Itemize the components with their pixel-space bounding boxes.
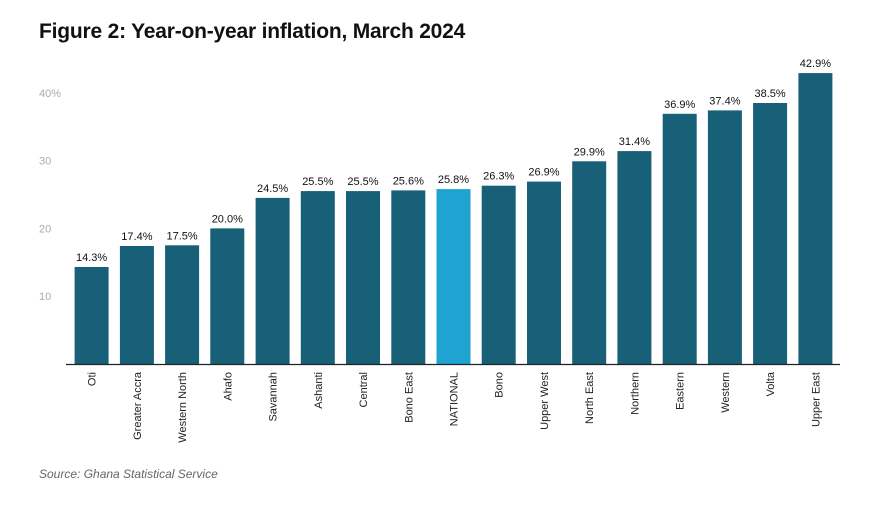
bar-oti: [74, 267, 109, 364]
y-tick-label: 20: [39, 223, 51, 235]
value-label: 36.9%: [664, 99, 695, 111]
value-label: 38.5%: [754, 88, 785, 100]
bar-upper-east: [798, 73, 833, 364]
category-label: Bono: [494, 372, 506, 398]
value-label: 17.4%: [121, 231, 152, 243]
category-labels: Oti Greater Accra Western North Ahafo Savann…: [87, 371, 823, 443]
value-label: 26.3%: [483, 171, 514, 183]
category-label: Greater Accra: [132, 371, 144, 440]
value-label: 17.5%: [166, 230, 197, 242]
category-label: Ahafo: [222, 372, 234, 401]
category-label: Savannah: [268, 372, 280, 422]
category-label: Oti: [87, 372, 99, 386]
value-label: 25.5%: [347, 176, 378, 188]
value-labels: 14.3% 17.4% 17.5% 20.0% 24.5% 25.5% 25.5% 25.6%…: [76, 58, 831, 264]
category-label: Volta: [765, 371, 777, 396]
value-label: 25.8%: [438, 174, 469, 186]
category-label: North East: [584, 372, 596, 424]
bar-bono: [481, 185, 516, 364]
bar-north-east: [572, 161, 607, 364]
bar-savannah: [255, 197, 290, 364]
bars: [74, 73, 833, 365]
bar-ashanti: [300, 191, 335, 364]
category-label: NATIONAL: [449, 372, 461, 426]
value-label: 24.5%: [257, 183, 288, 195]
value-label: 37.4%: [709, 95, 740, 107]
category-label: Western: [720, 372, 732, 413]
category-label: Western North: [177, 372, 189, 443]
bar-central: [346, 191, 380, 364]
value-label: 42.9%: [800, 58, 831, 70]
value-label: 29.9%: [574, 146, 605, 158]
value-label: 25.5%: [302, 176, 333, 188]
value-label: 20.0%: [212, 213, 243, 225]
value-label: 25.6%: [393, 175, 424, 187]
category-label: Northern: [629, 372, 641, 415]
category-label: Eastern: [675, 372, 687, 410]
y-axis-ticks: 10 20 30 40%: [39, 88, 61, 303]
y-tick-label: 30: [39, 156, 51, 168]
value-label: 31.4%: [619, 136, 650, 148]
value-label: 14.3%: [76, 252, 107, 264]
chart-title: Figure 2: Year-on-year inflation, March …: [39, 20, 466, 43]
bar-volta: [753, 103, 788, 364]
bar-upper-west: [527, 181, 561, 364]
category-label: Bono East: [403, 372, 415, 423]
y-tick-label: 40%: [39, 88, 61, 100]
value-label: 26.9%: [528, 167, 559, 179]
bar-northern: [617, 151, 652, 364]
category-label: Ashanti: [313, 372, 325, 409]
bar-ahafo: [210, 228, 245, 364]
bar-greater-accra: [119, 246, 154, 364]
bar-bono-east: [391, 190, 426, 364]
bar-eastern: [662, 113, 697, 364]
category-label: Central: [358, 372, 370, 407]
y-tick-label: 10: [39, 291, 51, 303]
source-note: Source: Ghana Statistical Service: [39, 467, 218, 481]
category-label: Upper West: [539, 372, 551, 430]
bar-national: [436, 189, 471, 364]
category-label: Upper East: [810, 372, 822, 427]
bar-western: [707, 110, 742, 365]
bar-western-north: [165, 245, 200, 364]
